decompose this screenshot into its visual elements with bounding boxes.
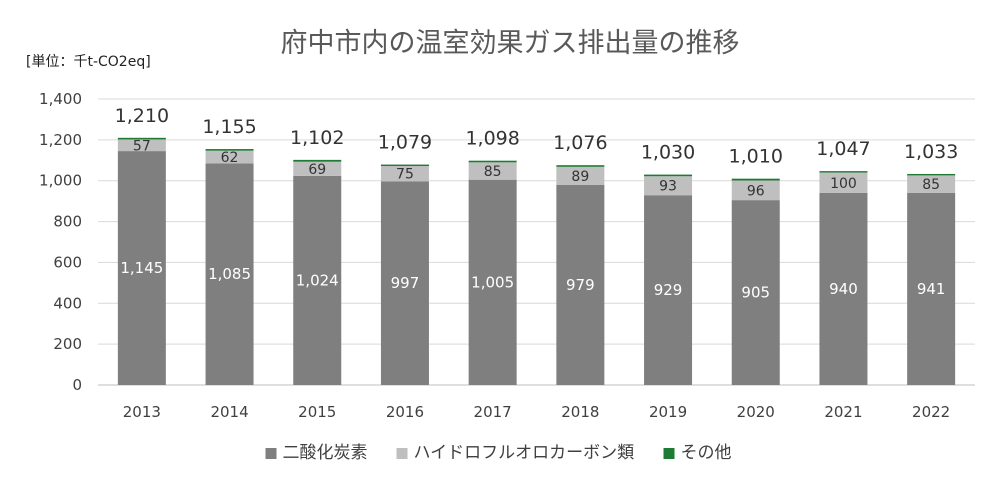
total-label: 1,047 xyxy=(816,138,870,160)
data-label: 1,005 xyxy=(471,273,514,291)
x-tick-label: 2017 xyxy=(474,403,512,421)
y-tick-label: 0 xyxy=(72,376,82,394)
bar-segment xyxy=(556,185,605,385)
bar-segment xyxy=(907,173,956,176)
y-tick-label: 1,400 xyxy=(39,90,82,108)
bar-segment xyxy=(731,200,780,385)
data-label: 1,145 xyxy=(120,259,163,277)
bar-segment xyxy=(205,150,254,164)
bar-segment xyxy=(293,175,342,385)
total-label: 1,079 xyxy=(378,132,432,154)
bar-segment xyxy=(731,178,780,181)
legend-label: 二酸化炭素 xyxy=(283,443,368,463)
x-tick-label: 2020 xyxy=(737,403,775,421)
y-tick-label: 1,000 xyxy=(39,172,82,190)
legend-swatch xyxy=(396,448,408,459)
bar-segment xyxy=(644,176,693,196)
bar-segment xyxy=(556,166,605,186)
legend-swatch xyxy=(663,448,675,459)
bar-segment xyxy=(819,192,868,385)
legend: 二酸化炭素 ハイドロフルオロカーボン類 その他 xyxy=(265,443,732,463)
data-label: 979 xyxy=(566,276,595,294)
data-label: 100 xyxy=(830,176,857,192)
total-label: 1,098 xyxy=(465,128,519,150)
bar-segment xyxy=(380,164,429,167)
bar-segment xyxy=(468,179,517,385)
x-axis: 2013 2014 2015 2016 2017 2018 2019 2020 2021 2022 xyxy=(123,403,950,421)
x-tick-label: 2021 xyxy=(824,403,862,421)
data-label: 905 xyxy=(741,284,770,302)
bar-segment xyxy=(819,172,868,193)
data-label: 75 xyxy=(396,167,414,183)
bar-segment xyxy=(380,181,429,385)
bar-segment xyxy=(205,163,254,385)
legend-label: ハイドロフルオロカーボン類 xyxy=(414,443,635,463)
unit-label: [単位：千t-CO2eq] xyxy=(26,54,151,70)
bar-segment xyxy=(117,139,166,152)
bar-segment xyxy=(731,180,780,201)
data-label: 85 xyxy=(484,164,502,180)
y-tick-label: 600 xyxy=(53,253,82,271)
bar-segment xyxy=(556,165,605,167)
chart-title: 府中市内の温室効果ガス排出量の推移 xyxy=(281,28,740,59)
legend-swatch xyxy=(265,448,277,459)
bars: 1,145 57 1,210 1,085 62 1,155 1,024 69 1,102 997 7… xyxy=(115,105,958,385)
data-label: 997 xyxy=(391,274,420,292)
bar-segment xyxy=(644,174,693,177)
x-tick-label: 2019 xyxy=(649,403,687,421)
bar-segment xyxy=(468,160,517,163)
x-tick-label: 2016 xyxy=(386,403,424,421)
data-label: 941 xyxy=(917,280,946,298)
x-tick-label: 2014 xyxy=(210,403,248,421)
total-label: 1,010 xyxy=(729,146,783,168)
total-label: 1,210 xyxy=(115,105,169,127)
data-label: 929 xyxy=(654,281,683,299)
bar-segment xyxy=(644,195,693,385)
x-tick-label: 2013 xyxy=(123,403,161,421)
data-label: 57 xyxy=(133,138,151,154)
data-label: 1,024 xyxy=(296,271,339,289)
data-label: 93 xyxy=(659,179,677,195)
bar-segment xyxy=(380,166,429,182)
data-label: 89 xyxy=(571,169,589,185)
x-tick-label: 2015 xyxy=(298,403,336,421)
bar-segment xyxy=(907,192,956,385)
x-tick-label: 2022 xyxy=(912,403,950,421)
total-label: 1,102 xyxy=(290,127,344,149)
y-tick-label: 800 xyxy=(53,213,82,231)
y-tick-label: 200 xyxy=(53,335,82,353)
total-label: 1,155 xyxy=(202,116,256,138)
y-axis: 0 200 400 600 800 1,000 1,200 1,400 xyxy=(39,90,82,394)
data-label: 85 xyxy=(922,177,940,193)
data-label: 69 xyxy=(308,162,326,178)
bar-segment xyxy=(819,171,868,173)
bar-segment xyxy=(907,175,956,193)
total-label: 1,076 xyxy=(553,132,607,154)
bar-segment xyxy=(117,151,166,385)
x-tick-label: 2018 xyxy=(561,403,599,421)
y-tick-label: 1,200 xyxy=(39,131,82,149)
legend-label: その他 xyxy=(681,443,732,463)
bar-segment xyxy=(293,159,342,162)
data-label: 62 xyxy=(221,150,239,166)
total-label: 1,030 xyxy=(641,142,695,164)
bar-segment xyxy=(293,161,342,176)
y-tick-label: 400 xyxy=(53,294,82,312)
bar-segment xyxy=(117,137,166,140)
data-label: 96 xyxy=(747,183,765,199)
bar-segment xyxy=(468,162,517,180)
data-label: 940 xyxy=(829,280,858,298)
data-label: 1,085 xyxy=(208,265,251,283)
bar-segment xyxy=(205,149,254,151)
total-label: 1,033 xyxy=(904,141,958,163)
